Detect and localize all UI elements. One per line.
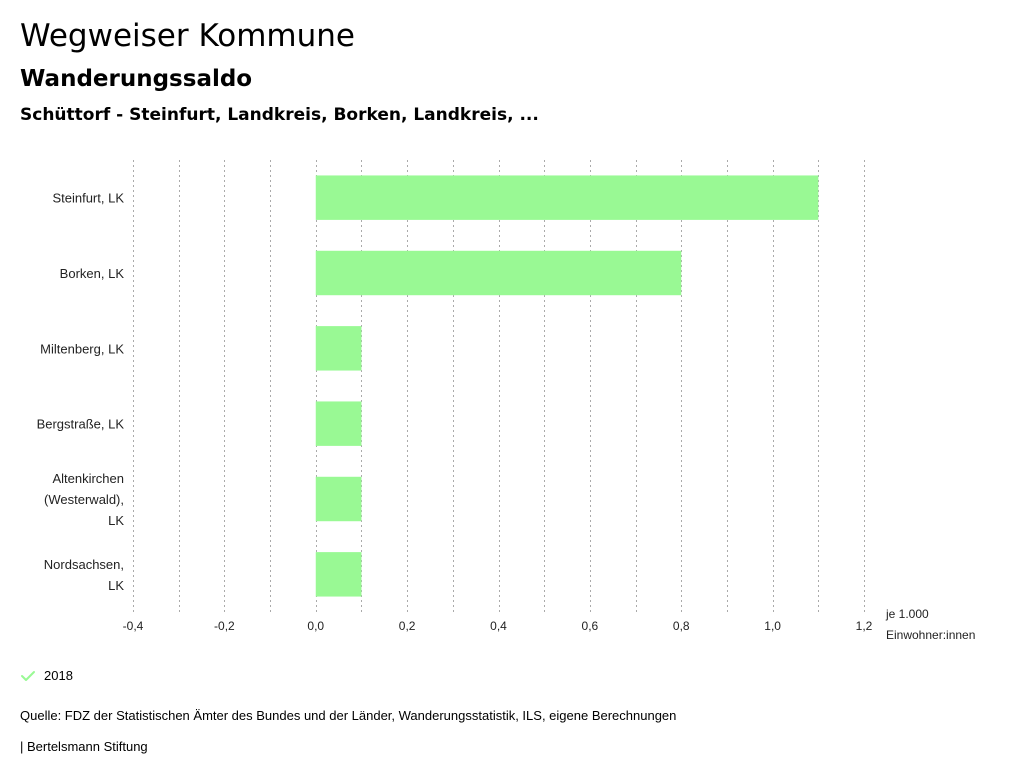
credit-note: | Bertelsmann Stiftung bbox=[20, 739, 148, 754]
region-filter-label: Schüttorf - Steinfurt, Landkreis, Borken… bbox=[20, 105, 539, 125]
bar-2018-1[interactable] bbox=[315, 250, 682, 296]
grid-lines bbox=[133, 160, 865, 612]
y-tick-label: Nordsachsen, LK bbox=[44, 557, 125, 593]
x-tick-label: 1,2 bbox=[856, 619, 873, 633]
x-tick-label: 0,8 bbox=[673, 619, 690, 633]
x-axis-unit-label: je 1.000 Einwohner:innen bbox=[885, 607, 975, 642]
y-tick-label: Bergstraße, LK bbox=[37, 417, 125, 432]
source-note: Quelle: FDZ der Statistischen Ämter des … bbox=[20, 708, 677, 723]
bars bbox=[315, 175, 819, 597]
bar-2018-2[interactable] bbox=[315, 326, 362, 371]
y-tick-label: Borken, LK bbox=[60, 266, 125, 281]
check-icon bbox=[21, 670, 35, 681]
x-tick-label: 0,4 bbox=[490, 619, 507, 633]
x-tick-label: -0,4 bbox=[123, 619, 144, 633]
chart-subtitle: Wanderungssaldo bbox=[20, 66, 253, 92]
y-axis-labels: Steinfurt, LK Borken, LK Miltenberg, LK Ber… bbox=[37, 191, 125, 593]
bar-2018-0[interactable] bbox=[315, 175, 819, 220]
x-tick-label: 0,6 bbox=[582, 619, 599, 633]
legend-label: 2018 bbox=[44, 668, 73, 683]
y-tick-label: Altenkirchen (Westerwald), LK bbox=[44, 471, 124, 528]
y-tick-label: Steinfurt, LK bbox=[52, 191, 124, 206]
legend-item-2018[interactable]: 2018 bbox=[20, 668, 73, 683]
x-tick-label: -0,2 bbox=[214, 619, 235, 633]
bar-2018-4[interactable] bbox=[315, 476, 362, 522]
bar-chart: Steinfurt, LK Borken, LK Miltenberg, LK Ber… bbox=[37, 160, 975, 642]
x-tick-label: 1,0 bbox=[764, 619, 781, 633]
page-title: Wegweiser Kommune bbox=[20, 18, 355, 54]
y-tick-label: Miltenberg, LK bbox=[40, 341, 124, 356]
bar-2018-3[interactable] bbox=[315, 401, 362, 446]
x-axis-labels: -0,4 -0,2 0,0 0,2 0,4 0,6 0,8 1,0 1,2 bbox=[123, 619, 873, 633]
x-tick-label: 0,0 bbox=[307, 619, 324, 633]
bar-2018-5[interactable] bbox=[315, 552, 362, 597]
x-tick-label: 0,2 bbox=[399, 619, 416, 633]
